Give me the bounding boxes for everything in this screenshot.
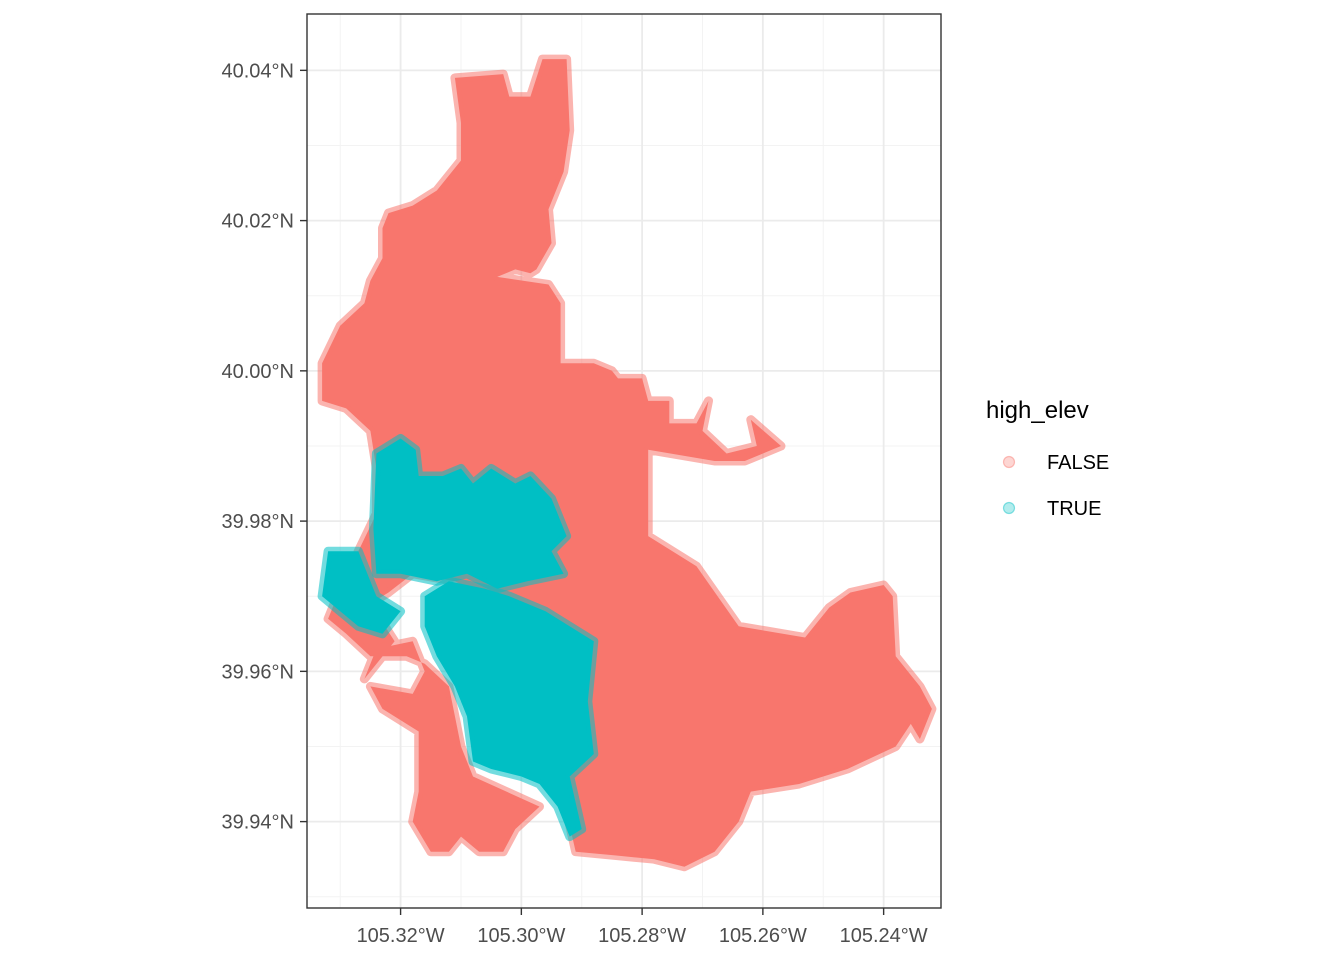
legend-label-true: TRUE <box>1047 498 1101 520</box>
x-tick-label: 105.24°W <box>840 925 928 947</box>
legend-label-false: FALSE <box>1047 452 1109 474</box>
axes: 105.32°W 105.30°W 105.28°W 105.26°W 105.24°W… <box>222 60 928 947</box>
x-tick-label: 105.30°W <box>477 925 565 947</box>
region-true <box>420 576 599 842</box>
data-regions <box>317 54 937 872</box>
legend: high_elev FALSE TRUE <box>986 397 1109 520</box>
y-tick-label: 40.00°N <box>222 361 295 383</box>
region-true <box>317 546 406 639</box>
x-tick-label: 105.28°W <box>598 925 686 947</box>
y-tick-label: 39.94°N <box>222 812 295 834</box>
x-tick-label: 105.32°W <box>357 925 445 947</box>
legend-key-false <box>1002 455 1016 469</box>
x-tick-label: 105.26°W <box>719 925 807 947</box>
plot-panel-border <box>306 13 942 909</box>
legend-title: high_elev <box>986 397 1089 424</box>
y-tick-label: 39.96°N <box>222 661 295 683</box>
y-tick-label: 40.04°N <box>222 60 295 82</box>
legend-key-true <box>1002 501 1016 515</box>
y-tick-label: 40.02°N <box>222 211 295 233</box>
y-tick-label: 39.98°N <box>222 511 295 533</box>
region-true <box>368 434 572 594</box>
